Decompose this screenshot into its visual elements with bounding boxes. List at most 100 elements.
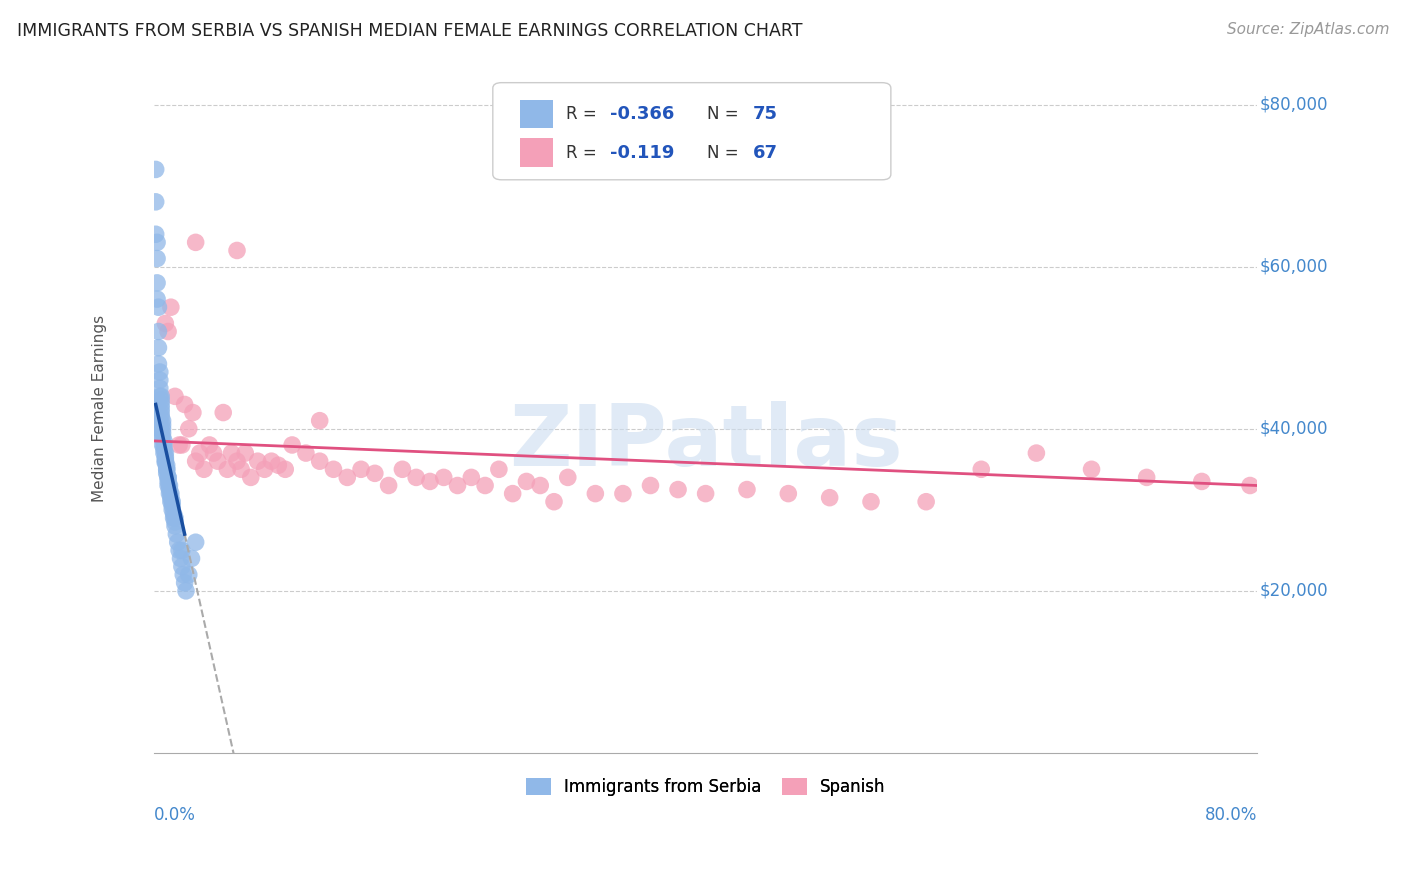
Point (502, 486, 524, 500)
Point (217, 462, 239, 476)
Point (163, 519, 186, 533)
Point (150, 430, 173, 444)
Point (172, 567, 194, 582)
Point (156, 467, 179, 481)
Point (640, 478, 662, 492)
Point (915, 494, 938, 508)
Point (274, 462, 297, 476)
Point (405, 470, 427, 484)
Text: Source: ZipAtlas.com: Source: ZipAtlas.com (1226, 22, 1389, 37)
Point (157, 470, 180, 484)
Point (267, 458, 290, 473)
Text: R =: R = (565, 105, 602, 123)
Point (612, 486, 634, 500)
Point (184, 454, 207, 468)
Point (155, 317, 177, 331)
Point (583, 486, 606, 500)
Point (153, 446, 176, 460)
Point (474, 478, 496, 492)
Point (818, 491, 841, 505)
Point (163, 389, 186, 403)
Point (177, 422, 200, 436)
Point (231, 462, 253, 476)
Text: IMMIGRANTS FROM SERBIA VS SPANISH MEDIAN FEMALE EARNINGS CORRELATION CHART: IMMIGRANTS FROM SERBIA VS SPANISH MEDIAN… (17, 22, 803, 40)
Text: $20,000: $20,000 (1260, 582, 1327, 599)
Point (308, 414, 330, 428)
Point (1080, 462, 1102, 476)
Point (970, 462, 993, 476)
Point (159, 478, 181, 492)
Point (150, 409, 173, 424)
Point (212, 406, 235, 420)
Point (170, 559, 193, 574)
Point (152, 438, 174, 452)
Text: -0.366: -0.366 (610, 105, 673, 123)
Point (150, 393, 173, 408)
Point (174, 583, 197, 598)
Point (152, 414, 174, 428)
Point (233, 446, 256, 460)
Point (155, 450, 177, 464)
Point (160, 300, 183, 314)
Text: $60,000: $60,000 (1260, 258, 1327, 276)
Text: -0.119: -0.119 (610, 144, 673, 161)
Point (149, 422, 172, 436)
Point (155, 452, 177, 467)
Text: R =: R = (565, 144, 602, 161)
Point (226, 454, 249, 468)
Text: 75: 75 (754, 105, 778, 123)
Point (160, 486, 183, 500)
Point (169, 551, 191, 566)
Point (246, 454, 269, 468)
Point (145, 227, 167, 242)
Point (156, 462, 179, 476)
Point (150, 397, 173, 411)
Point (1191, 475, 1213, 489)
Point (735, 483, 758, 497)
Point (170, 543, 193, 558)
Point (162, 507, 184, 521)
Point (184, 235, 207, 250)
Point (177, 567, 200, 582)
Point (146, 235, 169, 250)
Point (150, 401, 173, 416)
Point (148, 357, 170, 371)
Point (1239, 478, 1261, 492)
Point (145, 194, 167, 209)
Point (157, 475, 180, 489)
Legend: Immigrants from Serbia, Spanish: Immigrants from Serbia, Spanish (526, 778, 886, 797)
Point (188, 446, 211, 460)
Point (165, 527, 187, 541)
Point (202, 446, 225, 460)
Point (148, 414, 170, 428)
Point (160, 494, 183, 508)
Text: $80,000: $80,000 (1260, 95, 1327, 113)
Point (377, 478, 399, 492)
Point (156, 462, 179, 476)
Point (778, 486, 800, 500)
Point (281, 438, 304, 452)
Point (460, 470, 482, 484)
Point (156, 458, 179, 473)
Point (666, 483, 689, 497)
Point (160, 499, 183, 513)
Text: 0.0%: 0.0% (155, 805, 197, 823)
Point (157, 325, 180, 339)
Point (173, 575, 195, 590)
Point (557, 470, 579, 484)
Point (157, 470, 180, 484)
Point (1025, 446, 1047, 460)
FancyBboxPatch shape (520, 138, 554, 167)
Point (695, 486, 717, 500)
Point (308, 454, 330, 468)
Point (181, 406, 204, 420)
Point (433, 470, 456, 484)
Point (162, 511, 184, 525)
Point (149, 365, 172, 379)
Point (1136, 470, 1159, 484)
Point (167, 438, 190, 452)
Point (157, 478, 180, 492)
Point (160, 491, 183, 505)
Point (160, 503, 183, 517)
Point (419, 475, 441, 489)
